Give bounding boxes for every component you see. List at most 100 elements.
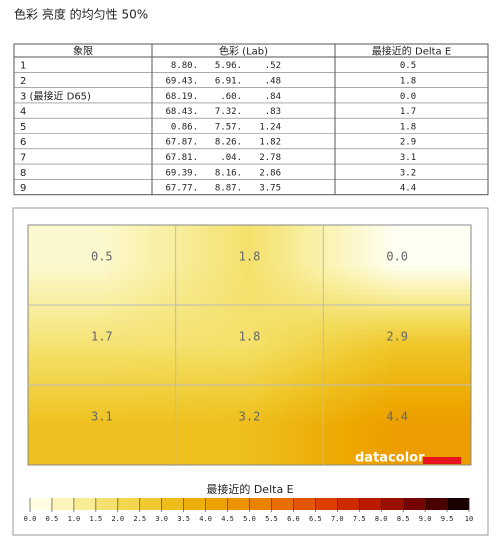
- heat-cell: [123, 370, 129, 376]
- heat-cell: [448, 295, 454, 301]
- heat-cell: [118, 455, 124, 461]
- heat-cell: [138, 405, 144, 411]
- heat-cell: [468, 320, 472, 326]
- heat-cell: [448, 390, 454, 396]
- heat-cell: [253, 325, 259, 331]
- heat-cell: [38, 445, 44, 451]
- heat-cell: [268, 230, 274, 236]
- heat-cell: [413, 445, 419, 451]
- heat-cell: [333, 295, 339, 301]
- heat-cell: [178, 370, 184, 376]
- heat-cell: [323, 345, 329, 351]
- heat-cell: [353, 275, 359, 281]
- heat-cell: [463, 425, 469, 431]
- heat-cell: [33, 255, 39, 261]
- heat-cell: [373, 440, 379, 446]
- heat-cell: [193, 380, 199, 386]
- heat-cell: [288, 420, 294, 426]
- heat-cell: [233, 405, 239, 411]
- heat-cell: [288, 225, 294, 231]
- heat-cell: [203, 290, 209, 296]
- heat-cell: [93, 230, 99, 236]
- heat-cell: [353, 365, 359, 371]
- heat-cell: [333, 445, 339, 451]
- heat-cell: [338, 335, 344, 341]
- heat-cell: [248, 340, 254, 346]
- heat-cell: [93, 335, 99, 341]
- heat-cell: [303, 415, 309, 421]
- heat-cell: [303, 375, 309, 381]
- heat-cell: [313, 305, 319, 311]
- heat-cell: [73, 335, 79, 341]
- heat-cell: [233, 255, 239, 261]
- heat-cell: [413, 280, 419, 286]
- heat-cell: [53, 235, 59, 241]
- heat-cell: [283, 330, 289, 336]
- heat-cell: [358, 275, 364, 281]
- heat-cell: [373, 430, 379, 436]
- heat-cell: [258, 370, 264, 376]
- heat-cell: [183, 355, 189, 361]
- heat-cell: [163, 455, 169, 461]
- heat-cell: [78, 225, 84, 231]
- heat-cell: [148, 340, 154, 346]
- heat-cell: [223, 255, 229, 261]
- heat-cell: [333, 425, 339, 431]
- heat-cell: [408, 240, 414, 246]
- heat-cell: [63, 275, 69, 281]
- heat-cell: [128, 350, 134, 356]
- heat-cell: [243, 320, 249, 326]
- heat-cell: [328, 400, 334, 406]
- heat-cell: [388, 410, 394, 416]
- heat-cell: [463, 330, 469, 336]
- heat-cell: [208, 260, 214, 266]
- heat-cell: [348, 345, 354, 351]
- heat-cell: [293, 385, 299, 391]
- heat-cell: [408, 410, 414, 416]
- heat-cell: [298, 300, 304, 306]
- heat-cell: [383, 265, 389, 271]
- heat-cell: [58, 375, 64, 381]
- heat-cell: [333, 230, 339, 236]
- heat-cell: [108, 240, 114, 246]
- heat-cell: [438, 295, 444, 301]
- heat-cell: [383, 260, 389, 266]
- heat-cell: [233, 285, 239, 291]
- heat-cell: [218, 285, 224, 291]
- heat-cell: [463, 450, 469, 456]
- heat-cell: [383, 375, 389, 381]
- heat-cell: [448, 335, 454, 341]
- heat-cell: [203, 375, 209, 381]
- heat-cell: [313, 365, 319, 371]
- heat-cell: [433, 310, 439, 316]
- heat-cell: [273, 430, 279, 436]
- heat-cell: [428, 330, 434, 336]
- heat-cell: [228, 410, 234, 416]
- heat-cell: [433, 300, 439, 306]
- heat-cell: [248, 420, 254, 426]
- heat-cell: [123, 265, 129, 271]
- heat-cell: [408, 330, 414, 336]
- heat-cell: [233, 430, 239, 436]
- heat-cell: [348, 385, 354, 391]
- heat-cell: [63, 320, 69, 326]
- heat-cell: [443, 260, 449, 266]
- heat-cell: [433, 290, 439, 296]
- heat-cell: [253, 320, 259, 326]
- heat-cell: [383, 450, 389, 456]
- heat-cell: [263, 450, 269, 456]
- heat-cell: [148, 415, 154, 421]
- heat-cell: [78, 365, 84, 371]
- heat-cell: [243, 405, 249, 411]
- heat-cell: [88, 445, 94, 451]
- legend-tick-label: 8.5: [397, 515, 410, 523]
- heat-cell: [308, 390, 314, 396]
- heat-cell: [188, 305, 194, 311]
- heat-cell: [33, 265, 39, 271]
- column-header: 象限: [73, 46, 93, 58]
- heat-cell: [58, 235, 64, 241]
- heat-cell: [223, 330, 229, 336]
- heat-cell: [288, 430, 294, 436]
- heat-cell: [363, 245, 369, 251]
- heat-cell: [203, 330, 209, 336]
